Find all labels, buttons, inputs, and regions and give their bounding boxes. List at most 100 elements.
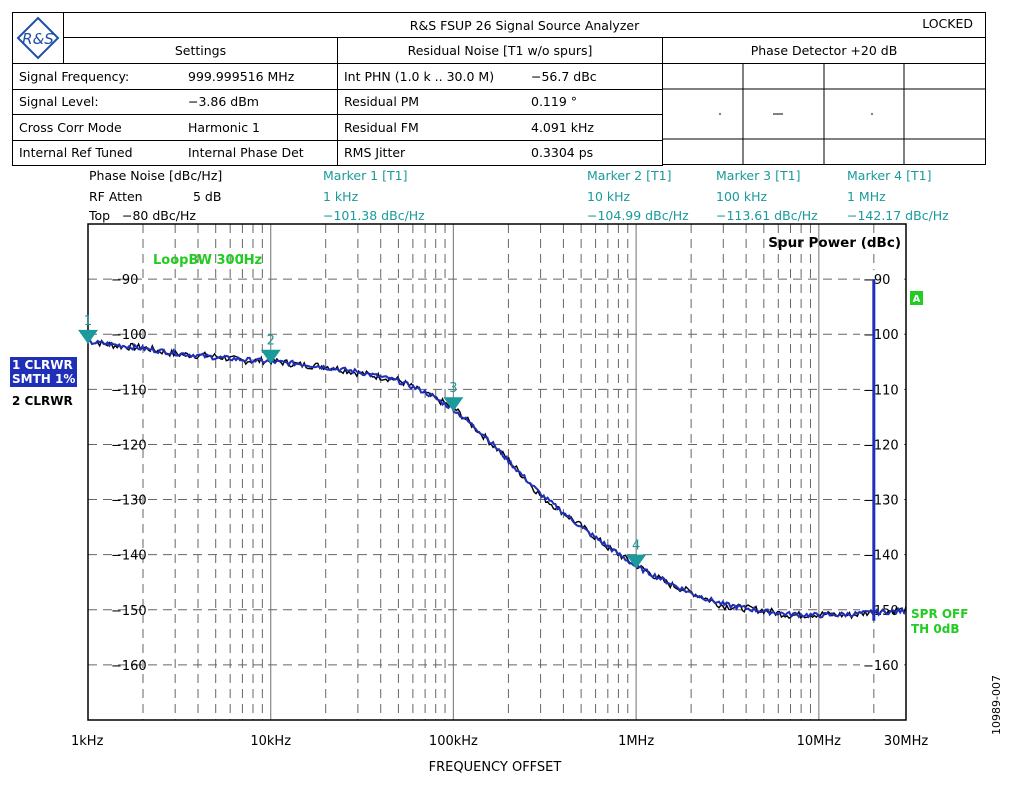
marker-triangle[interactable] (443, 397, 464, 412)
rs-logo-icon: R&S (16, 16, 60, 60)
settings-row: Cross Corr Mode Harmonic 1 (12, 114, 338, 141)
marker-2-freq: 10 kHz (587, 189, 631, 204)
trace1-label: 1 CLRWR SMTH 1% (10, 357, 78, 387)
settings-value: 999.999516 MHz (188, 68, 295, 84)
y-tick-label-right: −130 (863, 494, 899, 509)
residual-value: −56.7 dBc (531, 68, 597, 84)
marker-number: 1 (84, 314, 92, 329)
settings-label: Signal Level: (19, 94, 99, 110)
residual-label: Residual PM (344, 94, 420, 110)
marker-number: 2 (267, 334, 275, 349)
y-tick-label-left: −100 (111, 328, 147, 343)
x-tick-label: 1MHz (618, 734, 654, 749)
residual-row: RMS Jitter 0.3304 ps (337, 139, 663, 166)
traces (87, 338, 907, 620)
x-tick-label: 30MHz (884, 734, 929, 749)
residual-label: RMS Jitter (344, 145, 406, 161)
y-tick-label-left: −140 (111, 549, 147, 564)
y-tick-label-right: −140 (863, 549, 899, 564)
trace1-label-line1: 1 CLRWR (12, 358, 73, 372)
detector-title-text: Phase Detector +20 dB (750, 43, 898, 58)
rf-atten-value: 5 dB (193, 189, 222, 204)
spr-off-label: SPR OFF (911, 607, 968, 621)
marker-1-level: −101.38 dBc/Hz (323, 208, 425, 223)
y-tick-label-right: −120 (863, 438, 899, 453)
settings-title-text: Settings (174, 43, 227, 58)
y-tick-bg-right (860, 655, 904, 672)
marker-triangle[interactable] (626, 554, 647, 569)
marker-number: 4 (632, 539, 640, 554)
y-tick-label-left: −160 (111, 659, 147, 674)
residual-value: 0.119 ° (531, 94, 578, 110)
y-tick-label-left: −120 (111, 438, 147, 453)
spur-power-label: Spur Power (dBc) (768, 235, 901, 251)
marker-triangle[interactable] (78, 329, 98, 344)
y-tick-label-right: −160 (863, 659, 899, 674)
marker-number: 3 (449, 381, 457, 396)
x-tick-label: 100kHz (429, 734, 478, 749)
top-value: −80 dBc/Hz (122, 208, 196, 223)
y-ticks: −90 −90 −100 −100 −110 −110 −120 −120 −130 −130 −1… (111, 270, 904, 674)
x-tick-label: 1kHz (71, 734, 104, 749)
th-label: TH 0dB (911, 622, 960, 636)
trace2-label: 2 CLRWR (12, 394, 73, 408)
settings-row: Internal Ref Tuned Internal Phase Det (12, 139, 338, 166)
a-badge (910, 291, 923, 305)
plot-frame (87, 223, 907, 721)
y-tick-bg-right (860, 325, 904, 342)
y-tick-label-right: −90 (863, 273, 890, 288)
settings-label: Signal Frequency: (19, 68, 130, 84)
settings-value: Internal Phase Det (188, 145, 304, 161)
marker-2-name: Marker 2 [T1] (587, 168, 672, 183)
y-tick-bg-right (860, 435, 904, 452)
trace-2-line (87, 339, 907, 620)
residual-value: 0.3304 ps (531, 145, 594, 161)
marker-3-name: Marker 3 [T1] (716, 168, 801, 183)
chart-grid (87, 224, 907, 720)
marker-1-name: Marker 1 [T1] (323, 168, 408, 183)
y-tick-label-left: −110 (111, 383, 147, 398)
x-ticks: 1kHz 10kHz 100kHz 1MHz 10MHz 30MHz (71, 734, 928, 749)
residual-title-text: Residual Noise [T1 w/o spurs] (407, 43, 593, 58)
residual-label: Residual FM (344, 119, 419, 135)
svg-text:R&S: R&S (22, 30, 54, 48)
trace1-label-line2: SMTH 1% (12, 372, 76, 386)
residual-value: 4.091 kHz (531, 119, 594, 135)
y-tick-label-left: −130 (111, 494, 147, 509)
marker-group: 1 2 3 4 (78, 314, 647, 569)
residual-label: Int PHN (1.0 k .. 30.0 M) (344, 68, 495, 84)
y-tick-bg-right (860, 490, 904, 507)
marker-4-level: −142.17 dBc/Hz (847, 208, 949, 223)
y-tick-label-right: −100 (863, 328, 899, 343)
residual-row: Residual PM 0.119 ° (337, 88, 663, 115)
a-badge-text: A (913, 294, 921, 305)
y-tick-bg-right (860, 270, 904, 287)
settings-value: Harmonic 1 (188, 119, 260, 135)
y-tick-label-left: −150 (111, 604, 147, 619)
marker-3-level: −113.61 dBc/Hz (716, 208, 818, 223)
y-tick-label-right: −110 (863, 383, 899, 398)
y-tick-bg-right (860, 380, 904, 397)
header-panel: R&S R&S FSUP 26 Signal Source Analyzer L… (12, 12, 986, 166)
trace-1-line (87, 338, 907, 619)
marker-1-freq: 1 kHz (323, 189, 359, 204)
detector-graph-svg (663, 64, 985, 164)
top-label: Top (89, 208, 111, 223)
y-tick-label-left: −90 (111, 273, 138, 288)
x-tick-label: 10kHz (250, 734, 291, 749)
lock-status: LOCKED (922, 16, 973, 31)
marker-triangle[interactable] (260, 349, 281, 364)
marker-3-freq: 100 kHz (716, 189, 768, 204)
rf-atten-label: RF Atten (89, 189, 143, 204)
phase-noise-label: Phase Noise [dBc/Hz] (89, 168, 223, 183)
settings-label: Cross Corr Mode (19, 119, 122, 135)
title-text: R&S FSUP 26 Signal Source Analyzer (409, 17, 640, 33)
settings-label: Internal Ref Tuned (19, 145, 133, 161)
x-axis-label: FREQUENCY OFFSET (429, 760, 562, 775)
detector-graph (662, 63, 986, 165)
marker-4-freq: 1 MHz (847, 189, 886, 204)
marker-2-level: −104.99 dBc/Hz (587, 208, 689, 223)
loop-bw-label: LoopBW 300Hz (153, 253, 262, 268)
settings-row: Signal Frequency: 999.999516 MHz (12, 63, 338, 90)
